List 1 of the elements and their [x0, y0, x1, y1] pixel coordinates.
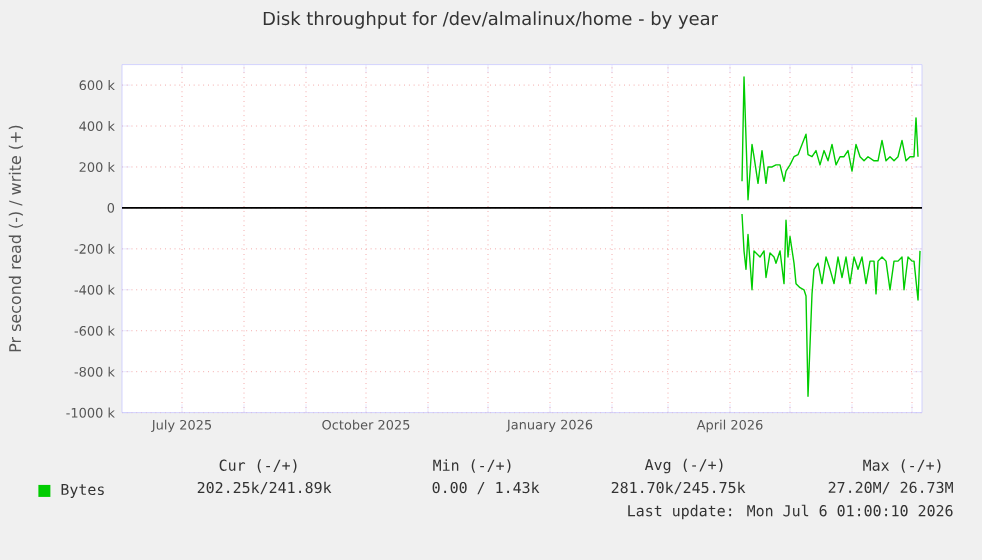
chart-title: Disk throughput for /dev/almalinux/home - by year [263, 11, 718, 29]
